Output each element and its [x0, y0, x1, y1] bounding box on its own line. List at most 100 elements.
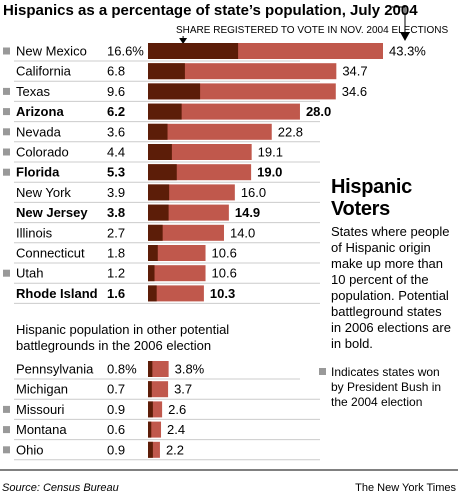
main-state-label-11: Utah — [16, 266, 43, 281]
title-pointer-line — [392, 6, 406, 34]
sidebar-description: States where people of Hispanic origin m… — [331, 224, 451, 351]
main-population-label-7: 16.0 — [241, 185, 266, 200]
main-bush-marker-0 — [3, 47, 10, 55]
main-state-label-8: New Jersey — [16, 205, 88, 220]
other-population-bar-0 — [148, 361, 169, 377]
main-registered-bar-12 — [148, 285, 157, 302]
main-registered-bar-4 — [148, 123, 168, 140]
sidebar-title: Hispanic Voters — [331, 176, 455, 220]
main-population-label-5: 19.1 — [258, 145, 283, 160]
main-registered-label-6: 5.3 — [107, 165, 125, 180]
main-state-label-12: Rhode Island — [16, 286, 98, 301]
main-state-label-6: Florida — [16, 165, 60, 180]
other-registered-bar-4 — [148, 441, 153, 458]
sidebar-title-line1: Hispanic — [331, 176, 412, 198]
other-registered-label-2: 0.9 — [107, 402, 125, 417]
other-population-label-3: 2.4 — [167, 422, 185, 437]
other-population-label-2: 2.6 — [168, 402, 186, 417]
main-bush-marker-3 — [3, 108, 10, 116]
legend-text: Indicates states won by President Bush i… — [331, 365, 442, 409]
main-population-label-2: 34.6 — [342, 84, 367, 99]
main-registered-bar-5 — [148, 144, 172, 160]
main-state-label-2: Texas — [16, 84, 50, 99]
other-bush-marker-2 — [3, 405, 10, 413]
chart-other-battlegrounds: Pennsylvania 0.8% 3.8% Michigan 0.7 3.7 Missou… — [3, 361, 320, 461]
main-bush-marker-11 — [3, 269, 10, 277]
main-population-bar-3 — [148, 103, 300, 120]
main-state-label-9: Illinois — [16, 225, 53, 240]
other-state-label-2: Missouri — [16, 402, 65, 417]
other-registered-bar-1 — [148, 381, 152, 398]
main-population-bar-5 — [148, 144, 252, 160]
main-registered-label-5: 4.4 — [107, 145, 125, 160]
other-registered-bar-0 — [148, 361, 153, 377]
other-population-label-1: 3.7 — [174, 382, 192, 397]
main-state-label-0: New Mexico — [16, 44, 87, 59]
main-registered-label-8: 3.8 — [107, 205, 125, 220]
other-registered-bar-3 — [148, 421, 152, 438]
other-bush-marker-4 — [3, 446, 10, 454]
other-registered-label-3: 0.6 — [107, 422, 125, 437]
main-state-label-1: California — [16, 64, 72, 79]
main-bush-marker-2 — [3, 87, 10, 95]
main-population-label-3: 28.0 — [306, 104, 331, 119]
main-registered-bar-0 — [148, 43, 239, 59]
main-registered-label-12: 1.6 — [107, 286, 125, 301]
main-bush-marker-5 — [3, 148, 10, 156]
main-population-bar-1 — [148, 63, 337, 80]
main-bush-marker-6 — [3, 168, 10, 176]
annotation-arrows — [179, 6, 410, 44]
main-population-label-6: 19.0 — [257, 165, 282, 180]
other-state-label-0: Pennsylvania — [16, 362, 94, 377]
main-population-bar-4 — [148, 123, 272, 140]
main-registered-bar-10 — [148, 245, 158, 261]
main-population-label-1: 34.7 — [342, 64, 367, 79]
main-state-label-3: Arizona — [16, 104, 64, 119]
main-registered-label-1: 6.8 — [107, 64, 125, 79]
other-registered-label-1: 0.7 — [107, 382, 125, 397]
main-bush-marker-4 — [3, 128, 10, 136]
legend: Indicates states won by President Bush i… — [319, 365, 455, 410]
main-registered-bar-8 — [148, 204, 169, 221]
other-registered-bar-2 — [148, 401, 153, 418]
other-registered-label-0: 0.8% — [107, 362, 137, 377]
main-population-label-9: 14.0 — [230, 225, 255, 240]
section2-title-line1: Hispanic population in other potential — [16, 322, 229, 337]
section2-title-line2: battlegrounds in the 2006 election — [16, 338, 211, 353]
other-population-bar-4 — [148, 441, 160, 458]
title-pointer-head — [400, 32, 410, 41]
other-bush-marker-3 — [3, 426, 10, 434]
annotation-pointer-head — [179, 38, 188, 44]
main-registered-bar-9 — [148, 224, 163, 241]
main-registered-bar-2 — [148, 83, 201, 100]
main-population-label-0: 43.3% — [389, 44, 426, 59]
main-registered-bar-7 — [148, 184, 170, 201]
main-registered-label-11: 1.2 — [107, 266, 125, 281]
other-population-label-0: 3.8% — [175, 362, 205, 377]
main-population-bar-9 — [148, 224, 224, 241]
main-population-bar-7 — [148, 184, 235, 201]
other-state-label-3: Montana — [16, 422, 67, 437]
main-registered-bar-1 — [148, 63, 185, 80]
chart-title: Hispanics as a percentage of state’s pop… — [3, 2, 418, 19]
main-population-label-8: 14.9 — [235, 205, 260, 220]
main-registered-label-10: 1.8 — [107, 246, 125, 261]
chart-main: New Mexico 16.6% 43.3% California 6.8 34.7 Tex… — [3, 43, 426, 304]
sidebar-title-line2: Voters — [331, 198, 390, 220]
main-state-label-7: New York — [16, 185, 71, 200]
main-registered-bar-3 — [148, 103, 182, 120]
main-population-label-4: 22.8 — [278, 124, 303, 139]
main-state-label-4: Nevada — [16, 124, 62, 139]
main-registered-label-3: 6.2 — [107, 104, 125, 119]
main-registered-label-7: 3.9 — [107, 185, 125, 200]
main-population-bar-10 — [148, 245, 206, 261]
main-registered-label-4: 3.6 — [107, 124, 125, 139]
credit: The New York Times — [355, 482, 456, 494]
legend-bush-marker — [319, 368, 326, 375]
other-population-bar-1 — [148, 381, 169, 398]
main-population-bar-11 — [148, 265, 206, 282]
other-registered-label-4: 0.9 — [107, 442, 125, 457]
main-population-label-11: 10.6 — [212, 266, 237, 281]
